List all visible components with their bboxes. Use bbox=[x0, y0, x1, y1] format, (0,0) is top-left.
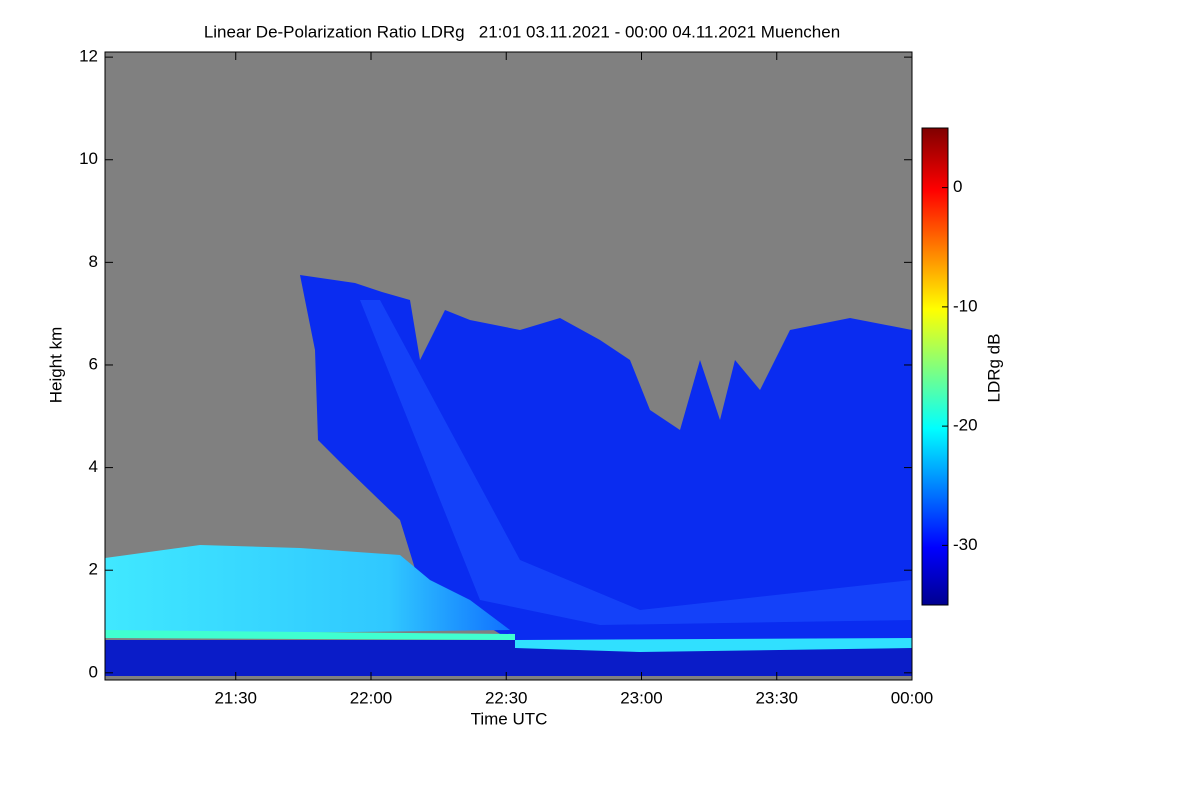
x-tick-label: 22:30 bbox=[485, 688, 528, 707]
x-tick-label: 23:00 bbox=[620, 688, 663, 707]
heatmap-field bbox=[105, 52, 912, 680]
y-tick-label: 2 bbox=[89, 560, 98, 579]
colorbar-tick-label: -20 bbox=[953, 416, 978, 435]
plot-frame bbox=[104, 51, 913, 681]
x-tick-label: 21:30 bbox=[214, 688, 257, 707]
y-tick-label: 10 bbox=[79, 149, 98, 168]
y-tick-label: 4 bbox=[89, 457, 98, 476]
y-tick-label: 0 bbox=[89, 662, 98, 681]
y-axis-label: Height km bbox=[46, 327, 65, 404]
chart-title: Linear De-Polarization Ratio LDRg 21:01 … bbox=[204, 22, 840, 41]
x-tick-label: 23:30 bbox=[755, 688, 798, 707]
y-tick-label: 6 bbox=[89, 354, 98, 373]
x-tick-label: 00:00 bbox=[891, 688, 934, 707]
x-axis-label: Time UTC bbox=[471, 709, 548, 728]
colorbar-label: LDRg dB bbox=[984, 334, 1003, 403]
colorbar-tick-label: -10 bbox=[953, 296, 978, 315]
y-tick-label: 8 bbox=[89, 252, 98, 271]
colorbar-tick-label: -30 bbox=[953, 535, 978, 554]
y-tick-label: 12 bbox=[79, 47, 98, 66]
colorbar bbox=[921, 127, 949, 606]
x-tick-label: 22:00 bbox=[350, 688, 393, 707]
colorbar-tick-label: 0 bbox=[953, 177, 962, 196]
